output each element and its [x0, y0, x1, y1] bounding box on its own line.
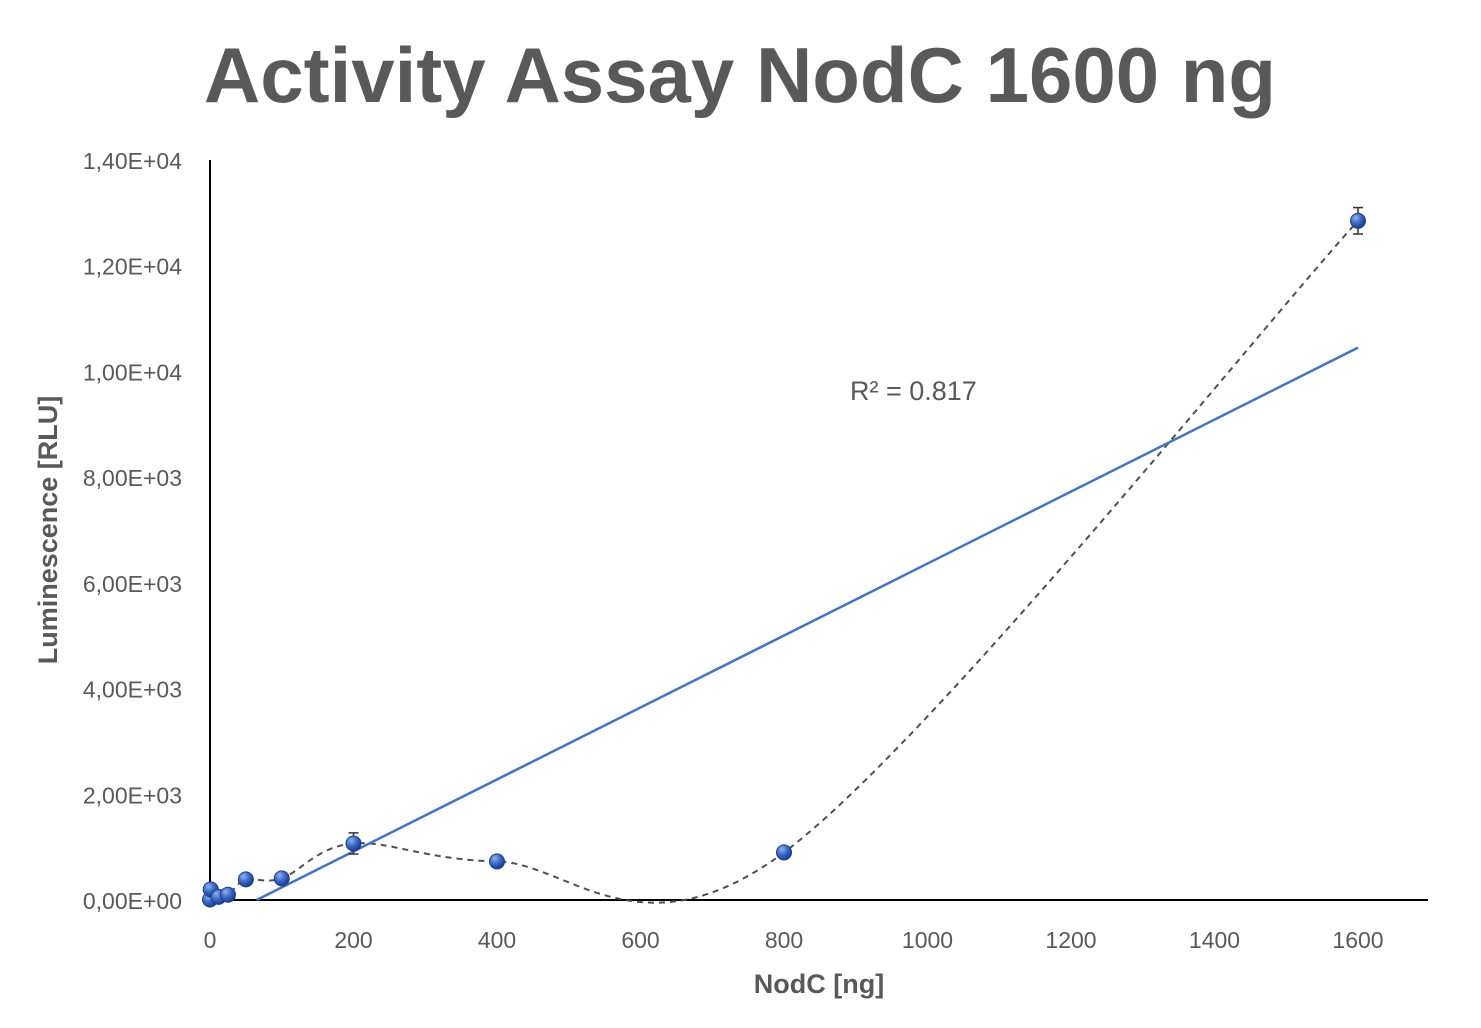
- y-tick-label: 6,00E+03: [83, 571, 182, 597]
- x-tick-label: 1400: [1189, 927, 1240, 953]
- chart-title: Activity Assay NodC 1600 ng: [204, 31, 1276, 119]
- y-axis-label: Luminescence [RLU]: [33, 396, 63, 665]
- data-point: [273, 870, 290, 887]
- x-tick-label: 1200: [1045, 927, 1096, 953]
- y-tick-label: 4,00E+03: [83, 677, 182, 703]
- data-point: [237, 871, 254, 888]
- x-axis-label: NodC [ng]: [754, 969, 884, 999]
- y-tick-label: 0,00E+00: [83, 888, 182, 914]
- y-tick-label: 8,00E+03: [83, 465, 182, 491]
- x-tick-label: 1000: [902, 927, 953, 953]
- y-tick-label: 2,00E+03: [83, 782, 182, 808]
- x-tick-label: 0: [204, 927, 217, 953]
- series-smooth-line: [209, 220, 1359, 904]
- x-tick-labels: 0 200 400 600 800 1000 1200 1400 1600: [204, 927, 1384, 953]
- r-squared-label: R² = 0.817: [850, 376, 977, 406]
- data-point: [776, 844, 792, 861]
- data-point: [345, 835, 362, 852]
- y-tick-label: 1,20E+04: [83, 254, 182, 280]
- y-tick-label: 1,40E+04: [83, 148, 182, 174]
- y-tick-labels: 0,00E+00 2,00E+03 4,00E+03 6,00E+03 8,00E+03…: [83, 148, 182, 914]
- x-tick-label: 400: [478, 927, 516, 953]
- x-tick-label: 800: [765, 927, 803, 953]
- x-tick-label: 200: [334, 927, 372, 953]
- data-points: [202, 212, 1366, 908]
- y-tick-label: 1,00E+04: [83, 359, 182, 385]
- data-point: [219, 886, 236, 903]
- data-point: [489, 853, 505, 870]
- data-point: [1350, 212, 1366, 229]
- x-tick-label: 600: [621, 927, 659, 953]
- linear-trendline: [256, 346, 1359, 902]
- x-tick-label: 1600: [1332, 927, 1383, 953]
- error-bars: [348, 206, 1363, 868]
